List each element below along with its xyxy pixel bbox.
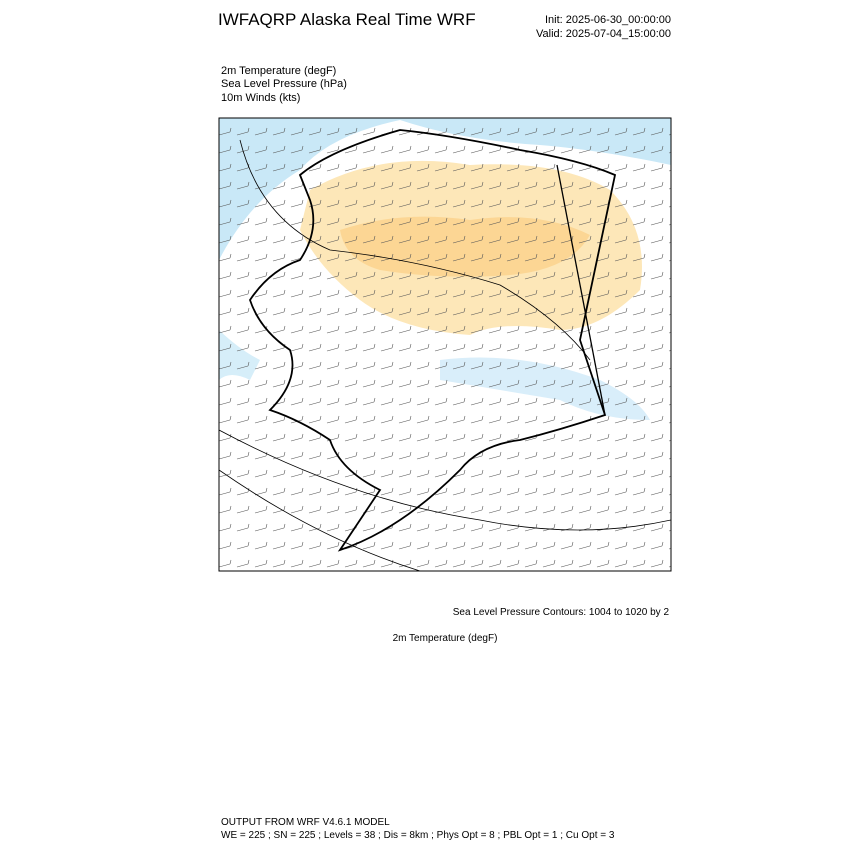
isobar — [239, 139, 591, 361]
contour-note: Sea Level Pressure Contours: 1004 to 102… — [453, 607, 670, 618]
footer-line: OUTPUT FROM WRF V4.6.1 MODEL — [221, 817, 390, 828]
colorbar-title: 2m Temperature (degF) — [393, 633, 498, 644]
coastline — [249, 129, 617, 552]
field-label: 10m Winds (kts) — [221, 92, 300, 104]
field-label: 2m Temperature (degF) — [221, 65, 336, 77]
footer: OUTPUT FROM WRF V4.6.1 MODEL WE = 225 ; … — [221, 817, 615, 841]
footer-line: WE = 225 ; SN = 225 ; Levels = 38 ; Dis … — [221, 830, 615, 841]
valid-time: Valid: 2025-07-04_15:00:00 — [536, 28, 671, 40]
isobar — [219, 469, 421, 571]
title: IWFAQRP Alaska Real Time WRF — [218, 10, 476, 29]
isobar — [219, 429, 671, 531]
init-time: Init: 2025-06-30_00:00:00 — [545, 14, 671, 26]
field-label: Sea Level Pressure (hPa) — [221, 78, 347, 90]
border — [556, 164, 606, 416]
map-area — [219, 118, 671, 571]
map-frame — [218, 117, 672, 572]
wind-barbs — [219, 118, 671, 571]
field-list: 2m Temperature (degF) Sea Level Pressure… — [221, 65, 347, 104]
